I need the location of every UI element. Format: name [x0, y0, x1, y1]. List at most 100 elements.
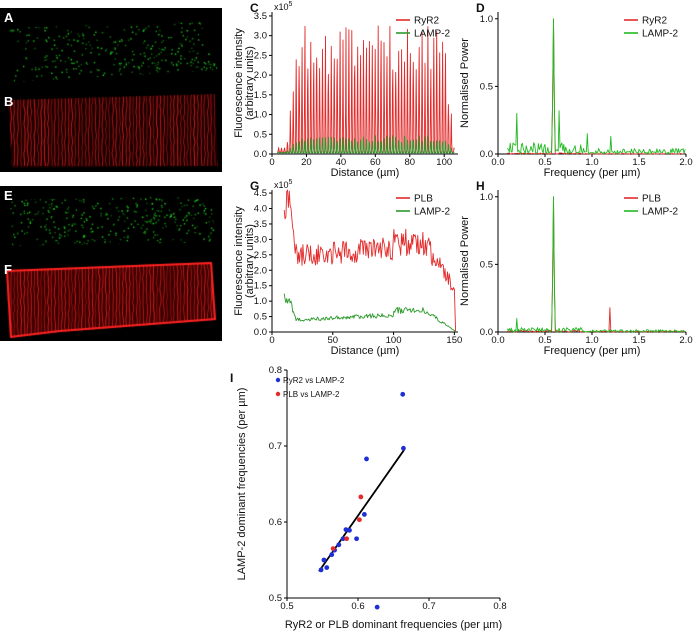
y-tick-label: 0.0	[480, 327, 493, 338]
y-tick-label: 0.0	[254, 149, 267, 160]
y-tick-label: 1.5	[254, 281, 267, 292]
legend-label: LAMP-2	[642, 207, 679, 218]
y-tick-label: 0.5	[480, 81, 493, 92]
data-point	[364, 456, 369, 462]
data-point	[344, 536, 350, 542]
multiplier-base: x10	[274, 180, 289, 190]
x-tick-label: 1.0	[585, 157, 598, 168]
data-point	[401, 445, 406, 451]
y-tick-label: 4.0	[254, 204, 267, 215]
panel-letter-e: E	[4, 188, 13, 203]
y-tick-label: 2.0	[254, 265, 267, 276]
legend-label: PLB vs LAMP-2	[283, 390, 340, 399]
y-tick-label: 1.0	[254, 110, 267, 121]
x-tick-label: 0.7	[422, 601, 435, 612]
series-line-lamp-2	[506, 196, 686, 333]
data-point	[321, 557, 327, 563]
y-tick-label: 1.5	[254, 90, 267, 101]
y-multiplier: x105	[274, 179, 293, 190]
chart-c: C 0 20 40 60 80 100 0.0 0.5 1.0 1.5 2.0 2.5 3.0 3.5 Dis…	[233, 1, 458, 179]
y-tick-label: 0.8	[269, 365, 282, 376]
x-tick-label: 0.0	[491, 157, 504, 168]
x-axis-label: Distance (µm)	[331, 345, 400, 357]
series-line-ryr2	[277, 25, 455, 153]
legend-label: PLB	[642, 194, 661, 205]
data-point	[357, 517, 362, 523]
y-tick-label: 0.0	[480, 149, 493, 160]
x-tick-label: 150	[446, 335, 462, 346]
micrograph-panel-a: A	[0, 8, 222, 88]
panel-letter-c: C	[250, 1, 259, 15]
y-tick-label: 2.5	[254, 250, 267, 261]
x-tick-label: 20	[301, 157, 312, 168]
x-tick-label: 0.5	[538, 335, 551, 346]
y-tick-label: 3.5	[254, 219, 267, 230]
x-tick-label: 1.5	[632, 335, 645, 346]
x-tick-label: 100	[436, 157, 452, 168]
y-tick-label: 1.0	[254, 296, 267, 307]
x-tick-label: 60	[370, 157, 381, 168]
panel-letter-h: H	[476, 179, 485, 193]
x-tick-label: 0.5	[280, 601, 293, 612]
y-tick-label: 0.7	[269, 441, 282, 452]
chart-g: G 0 50 100 150 0.0 0.5 1.0 1.5 2.0 2.5 3.0 3.5 4.0 4.5…	[233, 179, 462, 357]
y-axis-label: Normalised Power	[459, 38, 471, 128]
panel-letter-a: A	[4, 10, 14, 25]
legend-label: RyR2	[414, 16, 439, 27]
x-tick-label: 0	[269, 335, 274, 346]
data-point	[336, 542, 342, 548]
y-tick-label: 3.5	[254, 11, 267, 22]
legend-label: LAMP-2	[414, 207, 451, 218]
multiplier-base: x10	[274, 2, 289, 12]
chart-i: I 0.5 0.6 0.7 0.8 0.5 0.6 0.7 0.8 RyR2 or PLB dom…	[230, 365, 507, 631]
legend-label: PLB	[414, 194, 433, 205]
y-tick-label: 3.0	[254, 234, 267, 245]
panel-letter-f: F	[4, 262, 12, 277]
y-axis-label: Fluorescence intensity	[233, 28, 245, 138]
y-tick-label: 0.6	[269, 517, 282, 528]
y-tick-label: 0.5	[254, 129, 267, 140]
legend-label: LAMP-2	[414, 29, 451, 40]
legend-marker	[275, 377, 281, 383]
legend-marker	[275, 391, 281, 397]
x-tick-label: 1.5	[632, 157, 645, 168]
series-line-lamp-2	[507, 18, 686, 155]
y-multiplier: x105	[274, 1, 293, 12]
x-tick-label: 50	[327, 335, 338, 346]
data-point	[324, 565, 330, 570]
y-axis-label: Normalised Power	[459, 216, 471, 306]
legend-label: RyR2 vs LAMP-2	[283, 376, 345, 385]
data-point	[318, 567, 324, 573]
x-tick-label: 2.0	[679, 157, 692, 168]
data-point	[361, 512, 367, 517]
y-tick-label: 0.5	[269, 593, 282, 604]
panel-letter-i: I	[230, 371, 233, 385]
x-axis-label: RyR2 or PLB dominant frequencies (per µm…	[285, 619, 502, 631]
data-point	[374, 604, 380, 610]
panel-letter-b: B	[4, 94, 14, 109]
y-axis-label-units: (arbitrary units)	[244, 46, 256, 120]
legend-label: LAMP-2	[642, 29, 679, 40]
data-point	[329, 552, 335, 558]
x-tick-label: 1.0	[585, 335, 598, 346]
series-line-plb	[283, 189, 457, 333]
panel-letter-g: G	[250, 179, 259, 193]
panel-letter-d: D	[476, 1, 485, 15]
x-tick-label: 2.0	[679, 335, 692, 346]
series-line-lamp-2	[283, 293, 456, 333]
data-point	[340, 536, 346, 542]
x-tick-label: 0.0	[491, 335, 504, 346]
multiplier-exponent: 5	[289, 179, 293, 186]
legend-label: RyR2	[642, 16, 667, 27]
y-tick-label: 0.5	[254, 312, 267, 323]
x-axis-label: Distance (µm)	[331, 167, 400, 179]
x-tick-label: 0	[269, 157, 274, 168]
x-axis-label: Frequency (per µm)	[544, 167, 641, 179]
data-point	[330, 546, 336, 551]
data-point	[347, 527, 352, 533]
x-tick-label: 40	[336, 157, 347, 168]
data-point	[354, 536, 359, 542]
x-tick-label: 0.5	[538, 157, 551, 168]
